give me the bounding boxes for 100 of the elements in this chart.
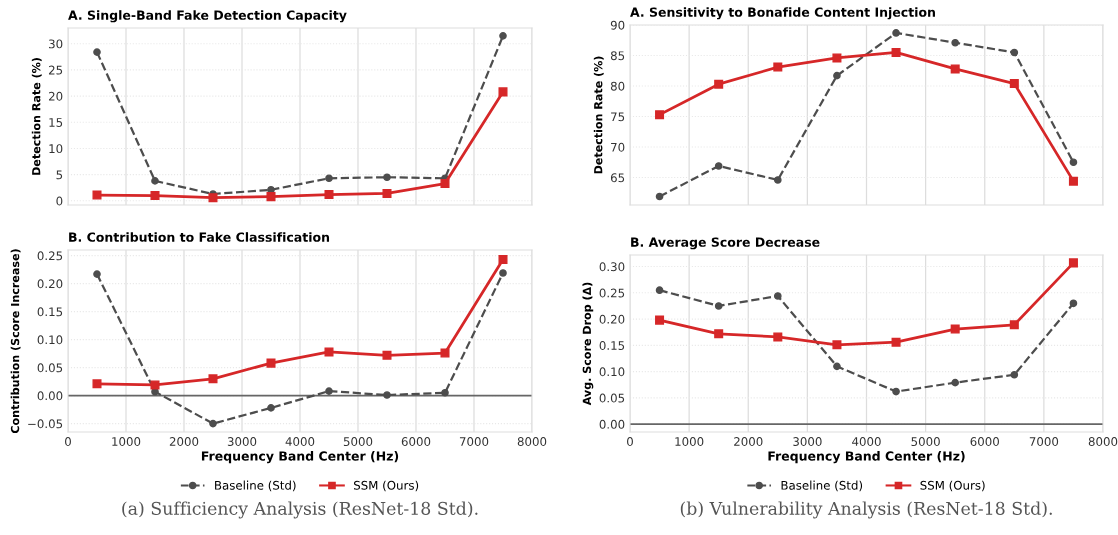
legend-label: Baseline (Std)	[215, 480, 296, 492]
point	[832, 340, 842, 350]
point	[655, 315, 665, 325]
point	[92, 190, 102, 200]
point	[832, 53, 842, 63]
point	[714, 79, 724, 89]
point	[714, 162, 723, 170]
point	[324, 190, 334, 200]
y-axis-title: Contribution (Score Increase)	[10, 249, 21, 434]
chart-title: A. Single-Band Fake Detection Capacity	[68, 10, 347, 23]
point	[92, 379, 102, 389]
y-tick-label: 10	[49, 144, 63, 154]
y-tick-label: 0.05	[37, 363, 63, 373]
point	[714, 302, 723, 310]
y-tick-label: 25	[48, 65, 63, 75]
point	[892, 29, 900, 37]
x-tick-label: 4000	[285, 437, 315, 446]
point	[655, 110, 665, 120]
y-tick-label: 20	[48, 91, 63, 101]
point	[891, 337, 901, 347]
x-tick-label: 6000	[970, 437, 999, 446]
point	[208, 193, 218, 203]
x-tick-label: 0	[65, 437, 71, 446]
point	[1009, 79, 1019, 89]
point	[266, 192, 276, 202]
legend-label: SSM (Ours)	[354, 480, 419, 492]
x-tick-label: 6000	[401, 437, 431, 446]
y-axis-title: Detection Rate (%)	[31, 58, 42, 175]
y-tick-label: 0	[56, 196, 63, 206]
y-tick-label: 15	[49, 118, 63, 127]
point	[951, 378, 960, 387]
x-tick-label: 1000	[675, 437, 704, 446]
y-tick-label: 0.00	[599, 419, 625, 429]
point	[266, 358, 276, 368]
y-tick-label: 0.25	[599, 288, 625, 298]
x-tick-label: 7000	[459, 437, 489, 446]
chart-title: B. Average Score Decrease	[631, 237, 820, 250]
text: (a) Sufficiency Analysis (ResNet-18 Std).	[122, 501, 478, 519]
y-tick-label: 0.15	[599, 341, 625, 350]
y-tick-label: 65	[610, 173, 625, 183]
y-tick-label: 90	[610, 20, 625, 30]
y-tick-label: 0.20	[37, 279, 63, 289]
y-tick-label: 80	[610, 81, 625, 91]
point	[655, 286, 664, 295]
x-tick-label: 0	[627, 437, 633, 446]
x-tick-label: 8000	[517, 437, 547, 446]
x-tick-label: 8000	[1088, 437, 1118, 446]
point	[498, 87, 508, 97]
point	[325, 387, 333, 395]
x-axis-title: Frequency Band Center (Hz)	[768, 451, 965, 464]
y-tick-label: 75	[611, 112, 625, 122]
y-axis-title: Detection Rate (%)	[593, 56, 604, 174]
point	[892, 387, 900, 396]
x-tick-label: 5000	[911, 437, 940, 446]
point	[383, 391, 391, 399]
x-tick-label: 2000	[734, 437, 763, 446]
point	[1009, 320, 1019, 330]
point	[150, 380, 160, 390]
point	[1069, 158, 1078, 167]
point	[714, 329, 724, 339]
point	[93, 270, 101, 278]
point	[773, 292, 782, 300]
point	[1010, 370, 1019, 379]
y-tick-label: 0.20	[599, 314, 625, 324]
point	[498, 255, 508, 265]
point	[1068, 258, 1078, 268]
text: (b) Vulnerability Analysis (ResNet-18 Std).	[680, 501, 1052, 519]
point	[773, 176, 782, 184]
point	[951, 38, 960, 47]
point	[382, 350, 392, 360]
point	[267, 404, 275, 412]
point	[93, 48, 101, 56]
y-tick-label: −0.05	[28, 419, 63, 429]
y-tick-label: 85	[610, 51, 625, 61]
point	[950, 324, 960, 334]
y-tick-label: 70	[611, 142, 625, 152]
point	[325, 174, 333, 183]
y-tick-label: 0.10	[599, 367, 625, 377]
point	[151, 177, 159, 185]
point	[383, 173, 391, 182]
point	[773, 332, 783, 342]
x-tick-label: 5000	[343, 437, 373, 446]
point	[499, 32, 507, 40]
y-tick-label: 0.05	[599, 393, 625, 403]
chart-title: B. Contribution to Fake Classification	[69, 232, 330, 242]
point	[655, 192, 664, 201]
x-axis-title: Frequency Band Center (Hz)	[201, 451, 399, 464]
point	[150, 191, 160, 201]
point	[891, 47, 901, 57]
point	[773, 62, 783, 72]
chart-title: A. Sensitivity to Bonafide Content Injection	[630, 7, 935, 20]
y-tick-label: 30	[49, 39, 63, 49]
y-tick-label: 0.10	[37, 335, 63, 345]
legend-label: Baseline (Std)	[781, 480, 863, 492]
point	[1010, 48, 1019, 57]
point	[440, 348, 450, 358]
y-tick-label: 0.15	[37, 307, 63, 317]
x-tick-label: 2000	[169, 437, 199, 446]
point	[950, 64, 960, 74]
x-tick-label: 1000	[112, 437, 141, 446]
